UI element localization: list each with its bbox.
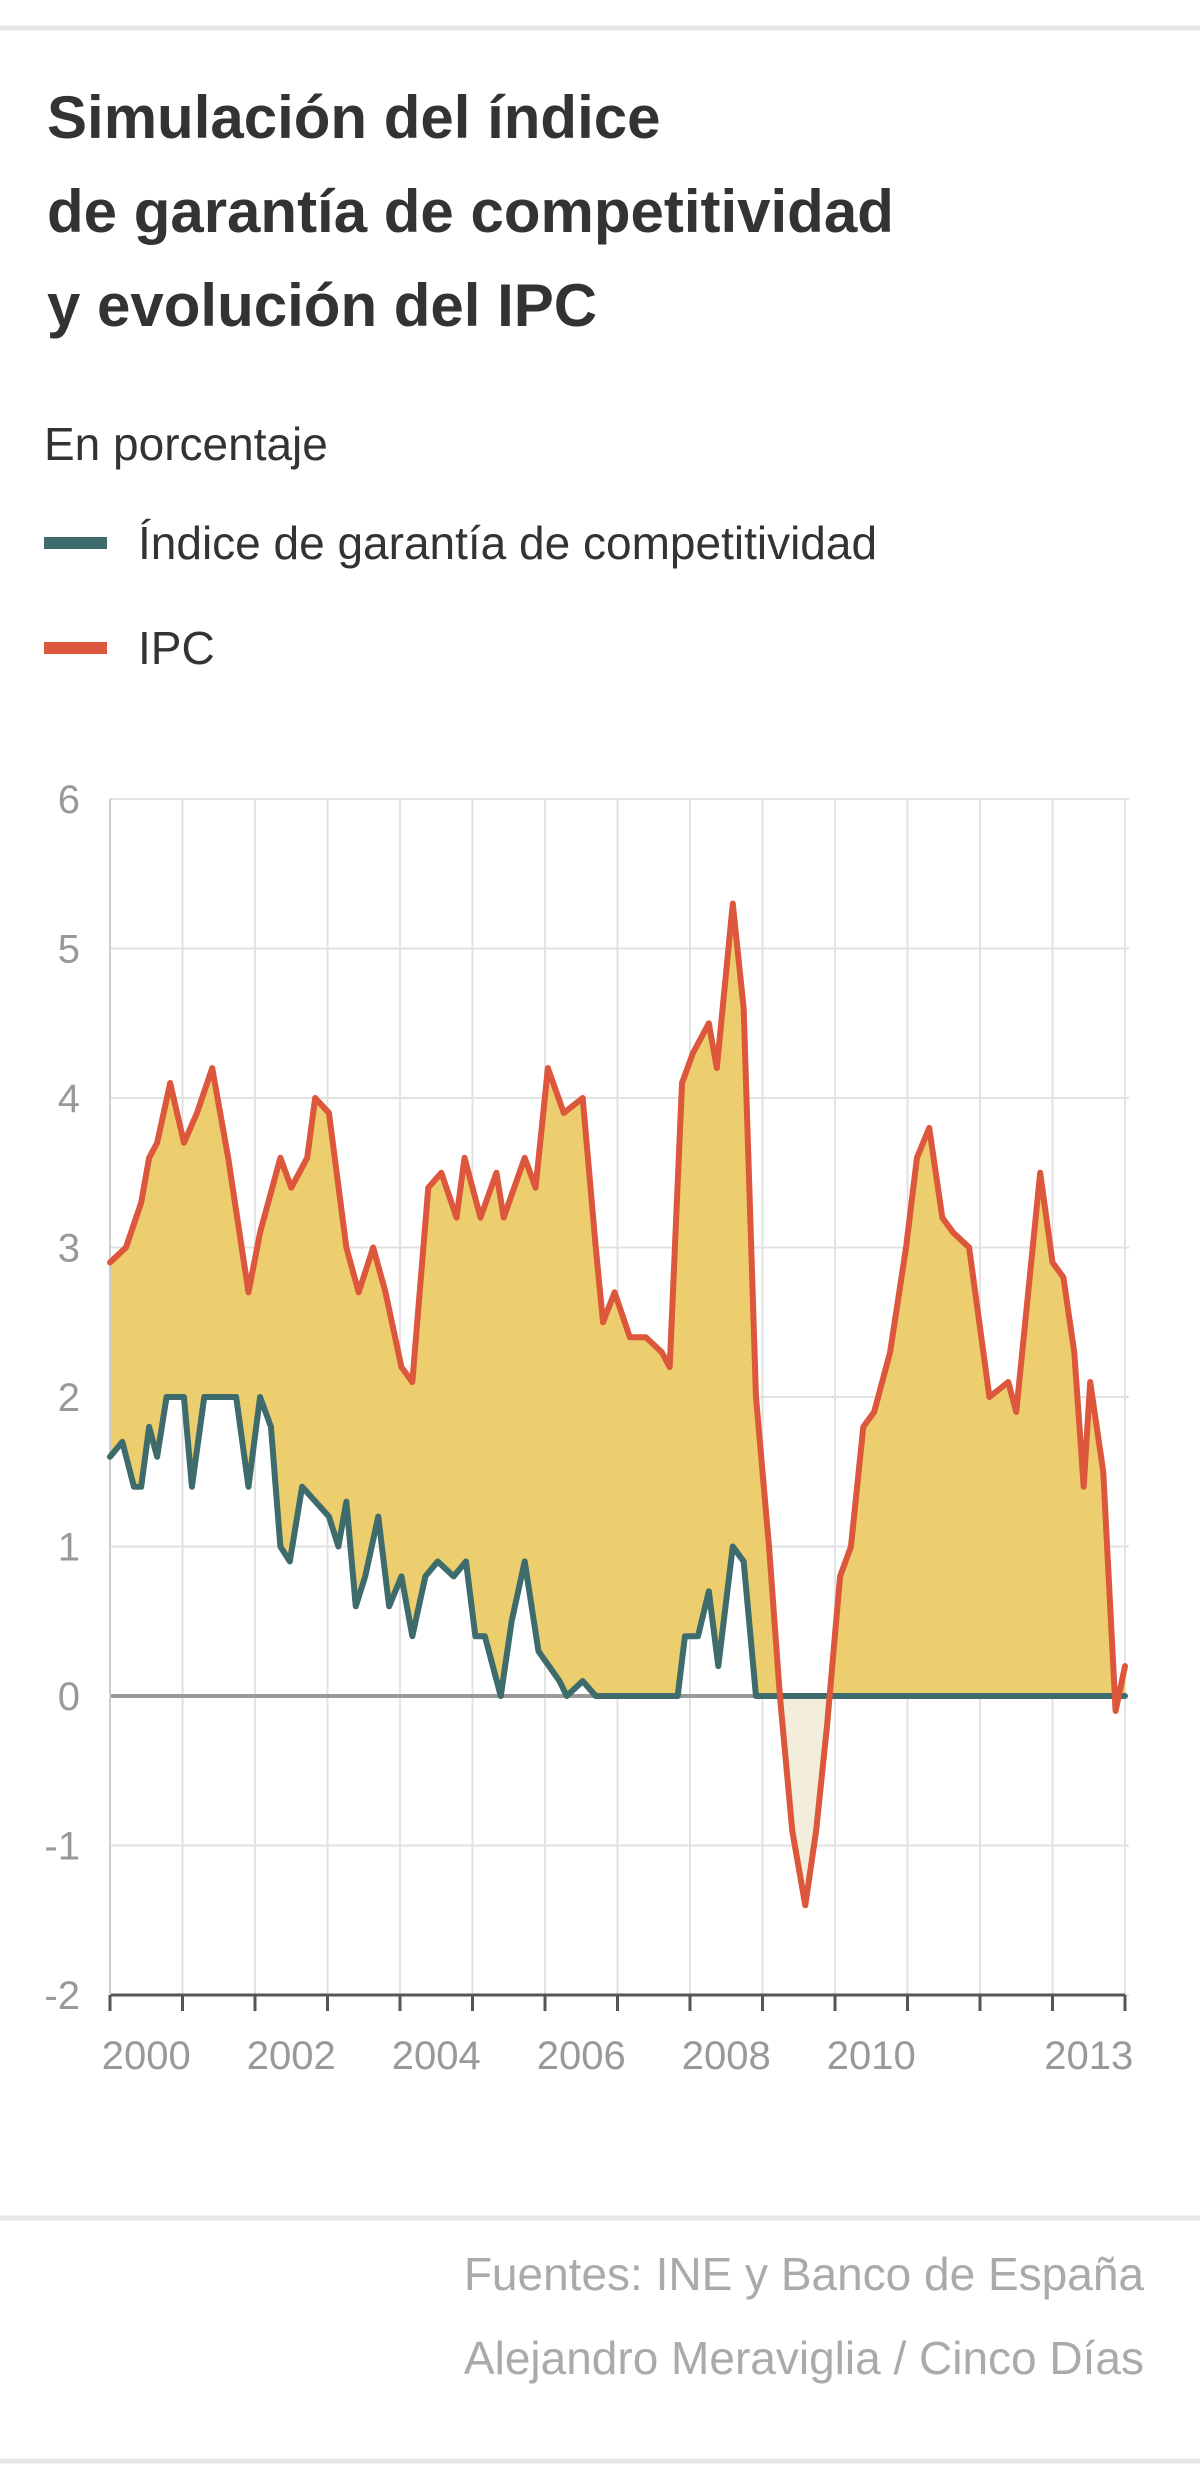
series-line xyxy=(107,1394,1128,1699)
y-tick-label: 1 xyxy=(58,1526,80,1570)
y-tick-label: 0 xyxy=(58,1675,80,1719)
subtitle: En porcentaje xyxy=(44,418,328,470)
y-tick-label: -2 xyxy=(44,1974,80,2018)
y-tick-label: 6 xyxy=(58,778,80,822)
chart-title: y evolución del IPC xyxy=(47,272,597,339)
legend-label: IPC xyxy=(138,622,215,674)
y-tick-label: -1 xyxy=(44,1825,80,1869)
legend-label: Índice de garantía de competitividad xyxy=(138,517,877,569)
legend: Índice de garantía de competitividad IPC xyxy=(44,517,877,674)
x-tick-label: 2000 xyxy=(102,2034,191,2078)
source: Fuentes: INE y Banco de España xyxy=(464,2248,1145,2300)
chart-title: de garantía de competitividad xyxy=(47,178,894,245)
x-tick-label: 2004 xyxy=(392,2034,481,2078)
x-tick-label: 2010 xyxy=(827,2034,916,2078)
series-line xyxy=(107,900,1128,1909)
x-tick-label: 2002 xyxy=(247,2034,336,2078)
credit: Alejandro Meraviglia / Cinco Días xyxy=(464,2332,1144,2384)
plot: -2 -1 0 1 2 3 4 5 6 2000 2002 2004 2006 2008 2010 2013 xyxy=(44,778,1133,2078)
gap-area xyxy=(500,1696,1125,1906)
y-tick-label: 4 xyxy=(58,1077,80,1121)
y-tick-label: 2 xyxy=(58,1376,80,1420)
y-tick-label: 3 xyxy=(58,1227,80,1271)
y-tick-label: 5 xyxy=(58,928,80,972)
x-tick-label: 2008 xyxy=(682,2034,771,2078)
chart-title: Simulación del índice xyxy=(47,84,660,151)
gap-area xyxy=(110,903,1125,1696)
x-tick-label: 2013 xyxy=(1044,2034,1133,2078)
x-tick-label: 2006 xyxy=(537,2034,626,2078)
